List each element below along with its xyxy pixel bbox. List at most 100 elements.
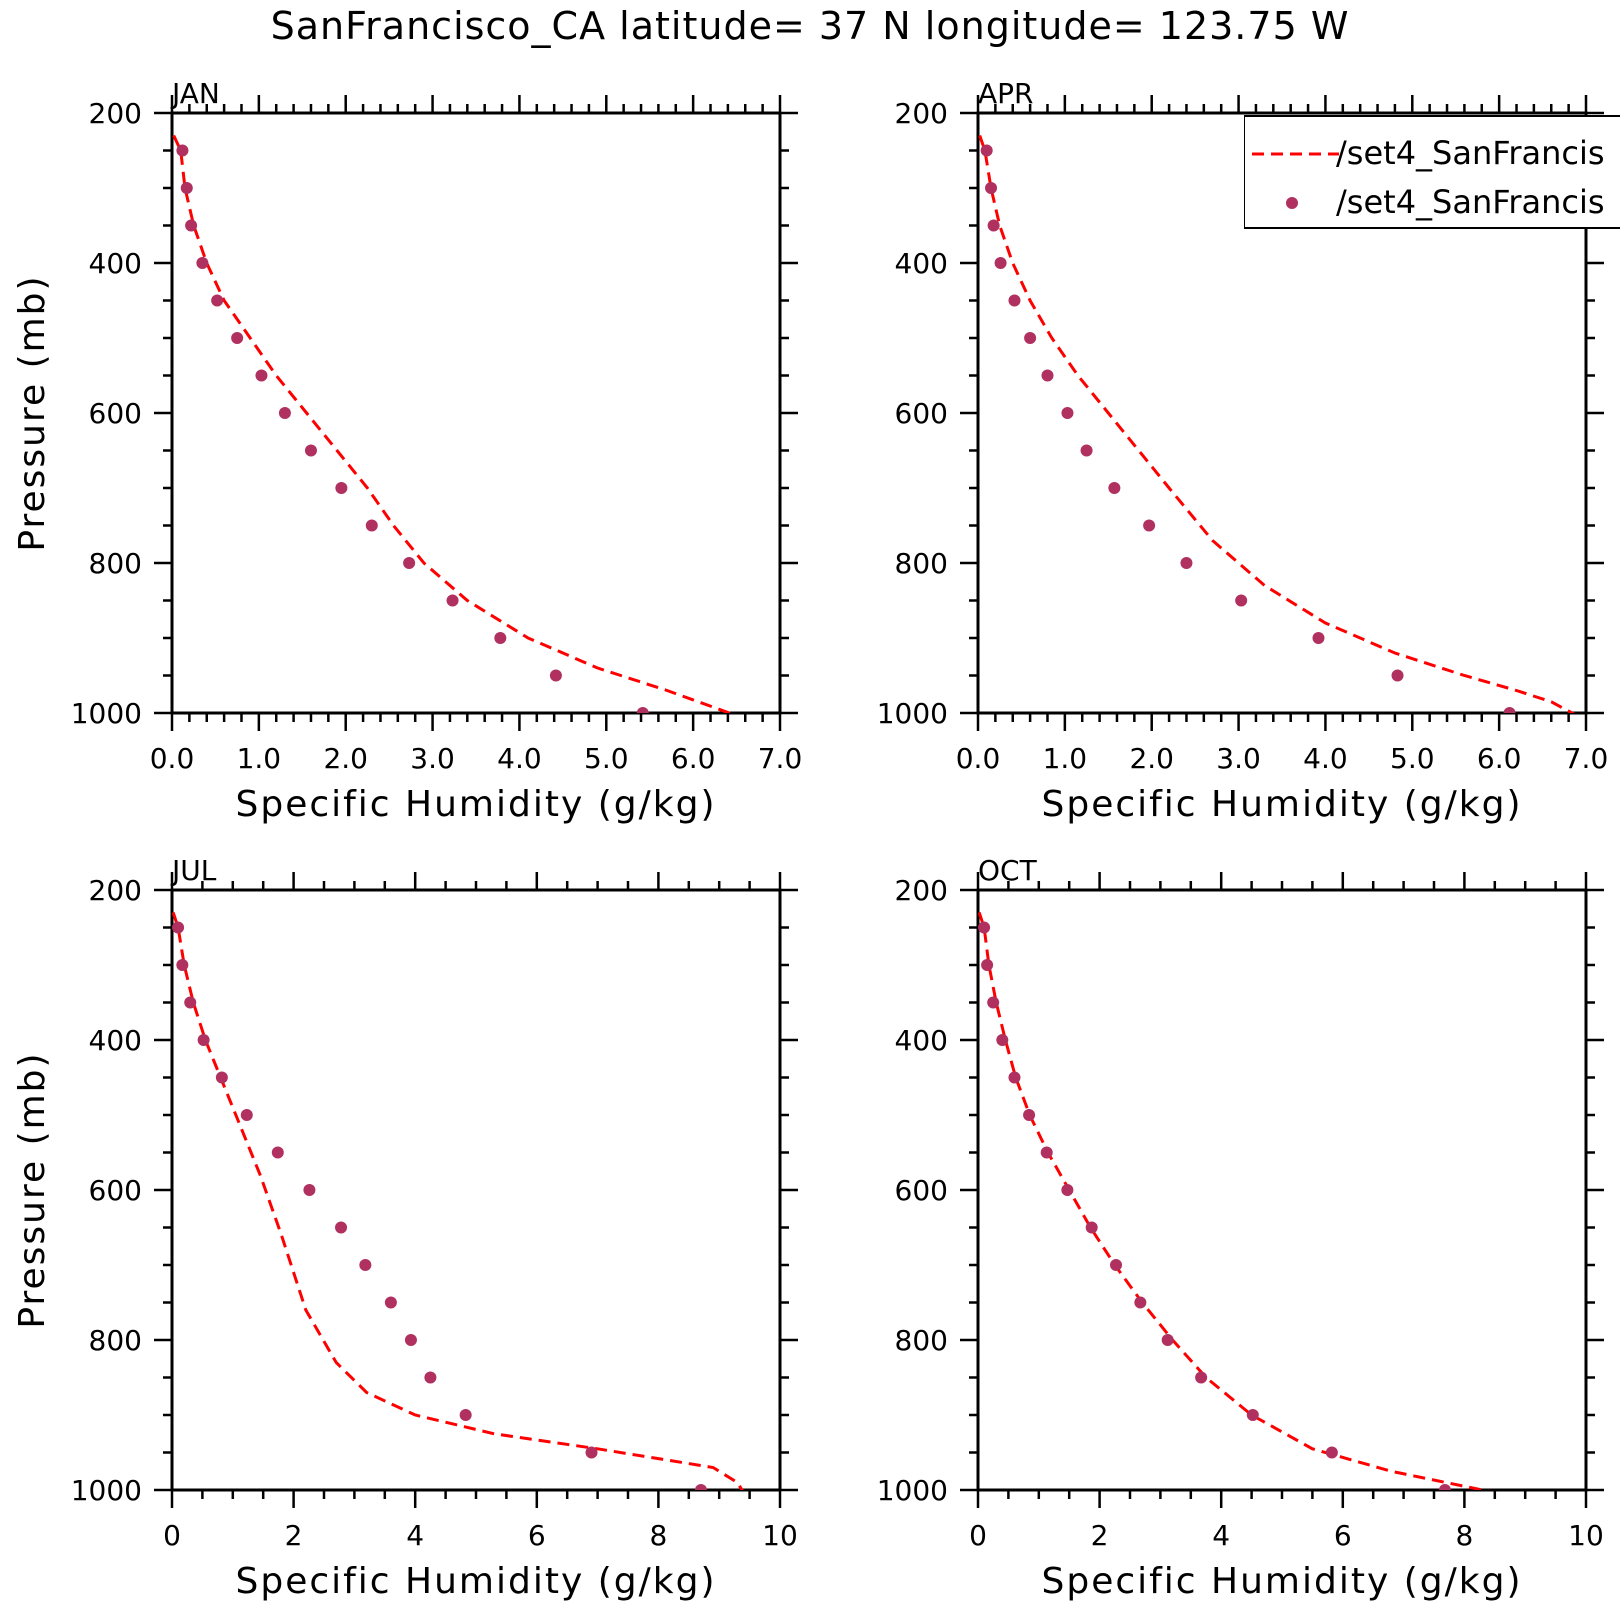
x-tick-label: 2: [1091, 1519, 1109, 1552]
data-point: [384, 1296, 397, 1309]
panel-apr: APR 0.0 1.0 2.0 3.0 4.0 5.0 6.0 7.0 200 400 600 800 1…: [877, 77, 1620, 825]
data-point: [981, 959, 994, 971]
x-tick-label: 0.0: [956, 742, 1001, 775]
x-tick-label: 2.0: [323, 742, 368, 775]
x-tick-label: 6: [1334, 1519, 1352, 1552]
x-tick-label: 8: [1455, 1519, 1473, 1552]
x-axis-label: Specific Humidity (g/kg): [1041, 784, 1522, 825]
legend-label: /set4_SanFrancis: [1336, 134, 1605, 172]
data-point: [636, 707, 649, 713]
series-line: [172, 134, 734, 713]
series-group: [172, 912, 744, 1490]
x-tick-label: 0.0: [150, 742, 195, 775]
data-point: [1008, 294, 1021, 307]
x-tick-label: 10: [1568, 1519, 1604, 1552]
series-line: [172, 912, 744, 1490]
data-point: [1061, 1184, 1074, 1196]
data-point: [304, 444, 317, 457]
x-tick-label: 4: [1212, 1519, 1230, 1552]
panel-jan: JAN 0.0 1.0 2.0 3.0 4.0 5.0 6.0 7.0 200 400 600 800 1…: [12, 77, 802, 825]
data-point: [994, 257, 1007, 269]
y-tick-label: 200: [89, 874, 142, 907]
plot-frame: [976, 111, 1588, 715]
data-point: [240, 1109, 253, 1121]
y-tick-label: 400: [895, 247, 948, 280]
x-tick-label: 7.0: [1564, 742, 1609, 775]
x-tick-label: 0: [163, 1519, 181, 1552]
y-tick-label: 1000: [877, 1474, 948, 1507]
data-point: [549, 669, 562, 682]
data-point: [1325, 1446, 1338, 1459]
data-point: [1312, 632, 1325, 644]
data-point: [1195, 1371, 1208, 1384]
x-tick-label: 7.0: [758, 742, 803, 775]
data-point: [1180, 557, 1193, 569]
y-tick-label: 1000: [71, 697, 142, 730]
data-point: [176, 959, 189, 971]
axis-ticks: [154, 872, 798, 1508]
plot-frame: [976, 888, 1588, 1492]
data-point: [1085, 1221, 1098, 1234]
y-tick-label: 800: [895, 1324, 948, 1357]
data-point: [1041, 369, 1054, 382]
series-group: [978, 912, 1490, 1490]
data-point: [1235, 594, 1248, 607]
x-tick-label: 6.0: [671, 742, 716, 775]
data-point: [185, 219, 198, 232]
data-point: [996, 1034, 1009, 1046]
data-point: [694, 1484, 707, 1490]
data-point: [255, 369, 268, 382]
x-tick-label: 0: [969, 1519, 987, 1552]
series-group: [978, 135, 1576, 713]
x-tick-label: 4: [406, 1519, 424, 1552]
y-axis-label: Pressure (mb): [12, 274, 53, 551]
data-point: [585, 1446, 598, 1459]
data-point: [403, 557, 416, 569]
data-point: [1008, 1071, 1021, 1084]
data-point: [1040, 1146, 1053, 1159]
data-point: [176, 144, 189, 157]
data-point: [978, 921, 991, 934]
x-axis-label: Specific Humidity (g/kg): [235, 1561, 716, 1602]
y-axis-label: Pressure (mb): [12, 1051, 53, 1328]
x-tick-label: 8: [649, 1519, 667, 1552]
data-point: [1134, 1296, 1147, 1309]
panel-jul: JUL 0 2 4 6 8 10 200 400 600 800 1000 Specific Humid…: [12, 854, 798, 1602]
legend-marker-swatch: [1286, 197, 1298, 209]
data-point: [180, 182, 193, 194]
series-group: [172, 134, 734, 713]
data-point: [1161, 1334, 1174, 1346]
data-point: [424, 1371, 437, 1384]
y-tick-label: 800: [89, 547, 142, 580]
y-tick-label: 400: [89, 247, 142, 280]
x-tick-label: 6: [528, 1519, 546, 1552]
y-tick-label: 1000: [71, 1474, 142, 1507]
y-tick-label: 600: [895, 1174, 948, 1207]
panel-title: JUL: [170, 854, 217, 887]
x-tick-label: 3.0: [410, 742, 455, 775]
x-tick-label: 1.0: [1043, 742, 1088, 775]
data-point: [1061, 407, 1074, 419]
data-point: [197, 1034, 210, 1046]
series-line: [978, 912, 1490, 1490]
figure-title: SanFrancisco_CA latitude= 37 N longitude…: [270, 4, 1350, 48]
x-tick-label: 10: [762, 1519, 798, 1552]
x-axis-label: Specific Humidity (g/kg): [235, 784, 716, 825]
data-point: [404, 1334, 417, 1346]
legend: /set4_SanFrancis/set4_SanFrancis: [1244, 115, 1620, 229]
data-point: [231, 332, 244, 344]
series-line: [978, 135, 1576, 713]
y-tick-label: 400: [895, 1024, 948, 1057]
y-tick-label: 600: [895, 397, 948, 430]
data-point: [446, 594, 459, 607]
data-point: [1438, 1484, 1451, 1490]
x-tick-label: 3.0: [1216, 742, 1261, 775]
y-tick-label: 800: [89, 1324, 142, 1357]
data-point: [987, 996, 1000, 1009]
y-tick-label: 800: [895, 547, 948, 580]
legend-label: /set4_SanFrancis: [1336, 183, 1605, 221]
x-axis-label: Specific Humidity (g/kg): [1041, 1561, 1522, 1602]
data-point: [335, 1221, 348, 1234]
y-tick-label: 600: [89, 397, 142, 430]
x-tick-label: 5.0: [1390, 742, 1435, 775]
